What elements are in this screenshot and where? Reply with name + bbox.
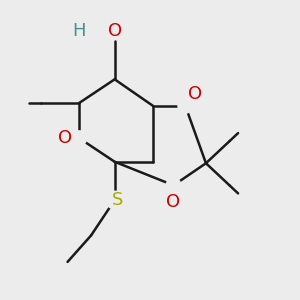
Circle shape xyxy=(166,178,181,193)
Text: H: H xyxy=(73,22,86,40)
Circle shape xyxy=(178,98,193,113)
Text: O: O xyxy=(167,193,181,211)
Text: O: O xyxy=(188,85,203,103)
Circle shape xyxy=(106,191,124,209)
Circle shape xyxy=(72,131,87,146)
Circle shape xyxy=(107,23,122,38)
Text: S: S xyxy=(112,191,123,209)
Text: O: O xyxy=(108,22,122,40)
Text: O: O xyxy=(58,129,72,147)
